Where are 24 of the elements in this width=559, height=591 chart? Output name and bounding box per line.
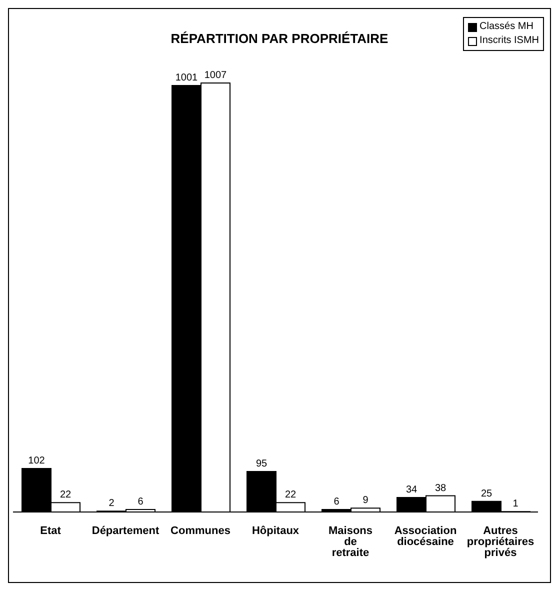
data-label: 2: [108, 498, 115, 510]
data-label: 34: [406, 484, 418, 496]
x-tick-label: Maisons de retraite: [328, 524, 373, 559]
x-tick-label: Hôpitaux: [252, 524, 300, 537]
x-tick-label: Autres propriétaires privés: [466, 524, 534, 559]
data-label: 1001: [175, 72, 198, 84]
data-label: 95: [256, 458, 268, 470]
data-label: 6: [334, 496, 340, 508]
data-label: 22: [60, 490, 72, 501]
x-tick-label: Etat: [40, 524, 62, 537]
chart-title: RÉPARTITION PAR PROPRIÉTAIRE: [170, 31, 388, 46]
legend-label: Inscrits ISMH: [480, 34, 539, 48]
data-label: 25: [480, 488, 492, 500]
x-tick-label: Communes: [170, 524, 230, 537]
x-tick-label: Association diocésaine: [394, 524, 457, 548]
data-label: 1: [512, 498, 519, 510]
data-label: 38: [434, 482, 446, 494]
data-label: 22: [284, 490, 296, 501]
data-label: 6: [138, 496, 144, 508]
data-label: 9: [362, 495, 369, 506]
data-label: 1007: [204, 70, 228, 81]
x-tick-label: Département: [92, 524, 160, 537]
data-label: 102: [28, 456, 46, 467]
legend-label: Classés MH: [480, 20, 534, 34]
